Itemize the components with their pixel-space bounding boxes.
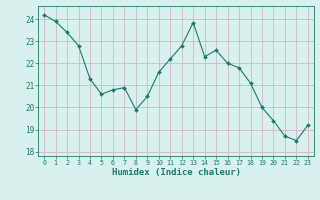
X-axis label: Humidex (Indice chaleur): Humidex (Indice chaleur) <box>111 168 241 177</box>
